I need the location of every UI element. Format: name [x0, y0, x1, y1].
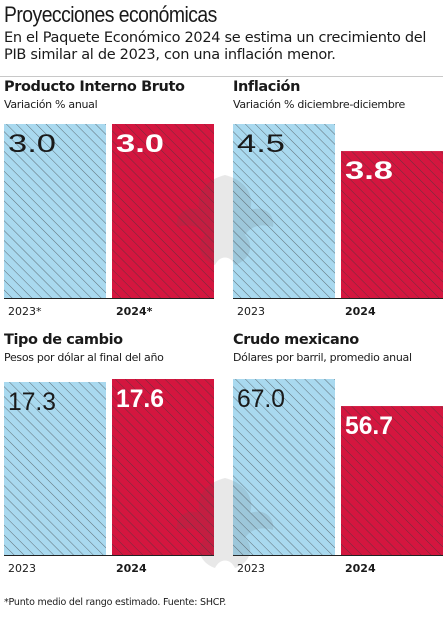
- chart-subtitle-inflacion: Variación % diciembre-diciembre: [233, 98, 405, 111]
- category-label: 2024: [116, 562, 147, 575]
- bar-2023: [4, 124, 106, 298]
- value-label: 3.0: [8, 130, 56, 158]
- watermark-emblem-icon: [176, 175, 274, 265]
- chart-title-inflacion: Inflación: [233, 79, 301, 95]
- chart-pib: 3.0 2023* 3.0 2024*: [4, 124, 214, 318]
- bar-2024: [112, 379, 214, 555]
- footnote: *Punto medio del rango estimado. Fuente:…: [4, 597, 227, 608]
- bar-2023: [233, 379, 335, 555]
- chart-subtitle-crudo: Dólares por barril, promedio anual: [233, 351, 412, 364]
- bar-2023: [4, 382, 106, 555]
- value-label: 56.7: [345, 412, 393, 440]
- chart-title-pib: Producto Interno Bruto: [4, 79, 185, 95]
- header-divider: [0, 76, 443, 77]
- chart-inflacion: 4.5 2023 3.8 2024: [233, 124, 443, 318]
- bar-2024: [112, 124, 214, 298]
- category-label: 2023: [8, 562, 36, 575]
- chart-subtitle-tipo-cambio: Pesos por dólar al final del año: [4, 351, 164, 364]
- value-label: 3.8: [345, 157, 393, 185]
- chart-title-crudo: Crudo mexicano: [233, 332, 359, 348]
- value-label: 3.0: [116, 130, 164, 158]
- chart-crudo: 67.0 2023 56.7 2024: [233, 379, 443, 575]
- chart-tipo-cambio: 17.3 2023 17.6 2024: [4, 379, 214, 575]
- page-title: Proyecciones económicas: [4, 2, 217, 27]
- category-label: 2023: [237, 305, 265, 318]
- category-label: 2024*: [116, 305, 153, 318]
- category-label: 2023*: [8, 305, 42, 318]
- bar-2024: [341, 151, 443, 298]
- category-label: 2023: [237, 562, 265, 575]
- value-label: 67.0: [237, 385, 285, 413]
- value-label: 17.6: [116, 385, 164, 413]
- page-subtitle: En el Paquete Económico 2024 se estima u…: [4, 30, 427, 63]
- chart-subtitle-pib: Variación % anual: [4, 98, 98, 111]
- category-label: 2024: [345, 305, 376, 318]
- category-label: 2024: [345, 562, 376, 575]
- value-label: 4.5: [237, 130, 285, 158]
- chart-title-tipo-cambio: Tipo de cambio: [4, 332, 123, 348]
- value-label: 17.3: [8, 388, 56, 416]
- bar-2024: [341, 406, 443, 555]
- bar-2023: [233, 124, 335, 298]
- watermark-emblem-icon: [176, 478, 274, 568]
